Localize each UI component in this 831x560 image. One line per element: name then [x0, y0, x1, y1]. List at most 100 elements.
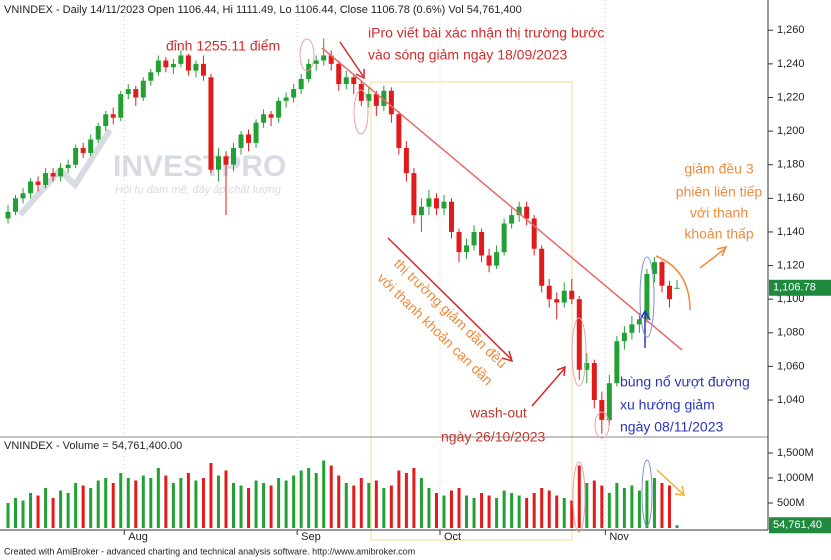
volume-bar	[652, 478, 656, 528]
y-tick-label: 1,240	[777, 58, 805, 70]
volume-bar	[179, 478, 183, 528]
volume-bar	[570, 500, 574, 528]
arrow	[656, 469, 685, 496]
candle-body	[125, 89, 131, 95]
volume-bar	[442, 495, 446, 528]
volume-bar	[540, 488, 544, 528]
candle-body	[464, 245, 470, 253]
candle-body	[246, 134, 252, 143]
candle-body	[13, 198, 19, 212]
volume-bar	[404, 473, 408, 528]
volume-bar	[81, 485, 85, 528]
volume-bar	[104, 478, 108, 528]
volume-title: VNINDEX - Volume = 54,761,400.00	[4, 440, 182, 452]
volume-bar	[585, 483, 589, 528]
volume-bar	[156, 468, 160, 528]
volume-bar	[502, 490, 506, 528]
y-tick-label: 1,160	[777, 192, 805, 204]
volume-bar	[427, 488, 431, 528]
volume-bar	[126, 478, 130, 528]
highlight-ellipse	[299, 38, 315, 72]
volume-bar	[14, 498, 18, 528]
y-tick-label: 1,060	[777, 360, 805, 372]
volume-bar	[547, 490, 551, 528]
candle-body	[20, 193, 26, 199]
highlight-ellipse	[639, 256, 655, 338]
candle-body	[448, 201, 454, 232]
candle-body	[524, 206, 530, 219]
highlight-ellipse	[641, 459, 653, 527]
volume-bar	[645, 480, 649, 528]
candle-body	[200, 63, 206, 76]
volume-bar	[247, 488, 251, 528]
candle-body	[659, 262, 665, 286]
candle-body	[636, 319, 642, 325]
candle-body	[43, 173, 49, 185]
candle-body	[516, 206, 522, 216]
volume-bar	[555, 495, 559, 528]
annotation: iPro viết bài xác nhận thị trường bước	[368, 25, 604, 41]
footer: Created with AmiBroker - advanced charti…	[4, 546, 415, 556]
price-tag	[769, 279, 831, 296]
y-tick-label: 1,500M	[777, 447, 814, 459]
volume-bar	[382, 488, 386, 528]
plot: 1,040 1,060 1,080 1,100 1,120 1,140 1,160 1,180…	[5, 0, 831, 543]
candle-body	[170, 63, 176, 68]
volume-bar	[89, 488, 93, 528]
arrow	[531, 365, 566, 407]
trend-line	[321, 47, 683, 351]
candle-body	[426, 198, 432, 207]
volume-bar	[487, 495, 491, 528]
candle-body	[80, 147, 86, 153]
candle-body	[178, 55, 184, 64]
volume-bar	[269, 485, 273, 528]
candle-body	[576, 299, 582, 370]
volume-bar	[434, 493, 438, 528]
overlays	[299, 38, 728, 533]
candle-body	[336, 63, 342, 85]
candle-body	[441, 201, 447, 209]
y-tick-label: 1,180	[777, 159, 805, 171]
volume-bar	[374, 480, 378, 528]
volume-bar	[630, 485, 634, 528]
volume-bar	[600, 485, 604, 528]
volume-bar	[224, 470, 228, 528]
candle-body	[494, 252, 500, 266]
candle-body	[328, 55, 334, 64]
volume-bar	[675, 525, 679, 528]
annotation: khoản thấp	[684, 226, 753, 242]
y-tick-label: 1,040	[777, 394, 805, 406]
candle-body	[133, 89, 139, 98]
watermark-logo	[17, 128, 113, 217]
watermark-slogan: Hôi tụ đam mê, đầy ắp chất lượng	[115, 183, 282, 196]
candle-body	[140, 80, 146, 98]
candle-body	[456, 231, 462, 253]
volume-bar	[51, 498, 55, 528]
arrow	[339, 41, 365, 80]
candle-body	[193, 63, 199, 71]
highlight-ellipse	[571, 317, 587, 387]
volume-bar	[262, 483, 266, 528]
candle-body	[666, 285, 672, 300]
candle-body	[471, 231, 477, 246]
candle-body	[118, 94, 124, 118]
annotation: đỉnh 1255.11 điểm	[166, 38, 280, 54]
annotation: ngày 08/11/2023	[620, 419, 723, 435]
candle-body	[411, 173, 417, 216]
candle-body	[614, 341, 620, 384]
candle-body	[50, 173, 56, 177]
candle-body	[554, 299, 560, 303]
volume-bar	[141, 475, 145, 528]
candle-body	[644, 273, 650, 320]
candle-body	[208, 77, 214, 170]
y-tick-label: 1,000M	[777, 472, 814, 484]
candle-body	[155, 60, 161, 73]
arrow	[387, 237, 514, 363]
candle-body	[103, 114, 109, 127]
candle-body	[403, 147, 409, 174]
candle-body	[88, 139, 94, 153]
candle-body	[396, 114, 402, 148]
volume-bar	[307, 468, 311, 528]
volume-bar	[577, 465, 581, 528]
